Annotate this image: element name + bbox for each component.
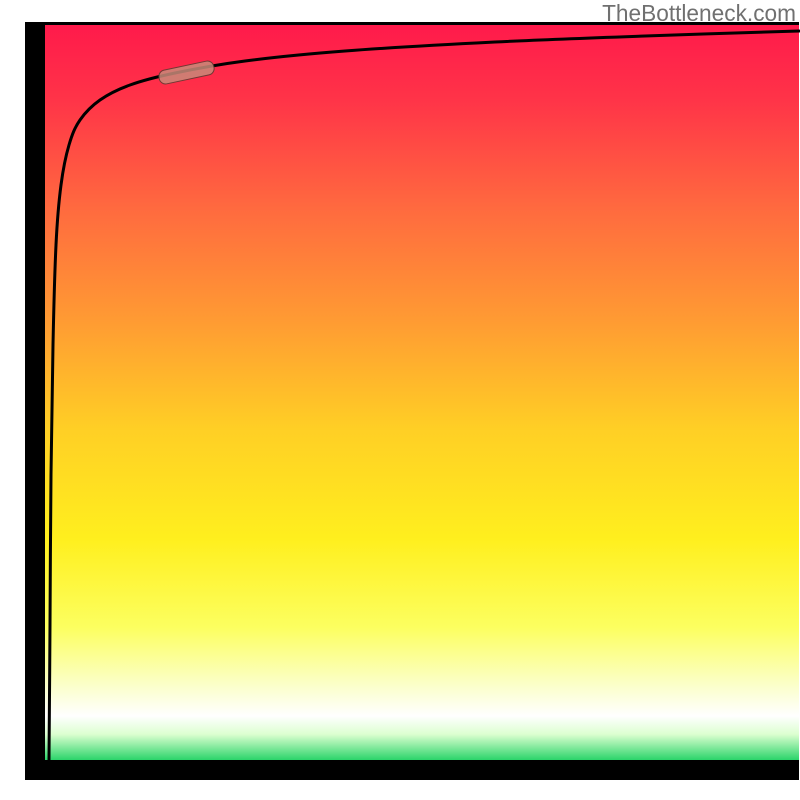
- curve-line: [0, 0, 800, 800]
- chart-container: TheBottleneck.com: [0, 0, 800, 800]
- attribution-text: TheBottleneck.com: [602, 0, 796, 27]
